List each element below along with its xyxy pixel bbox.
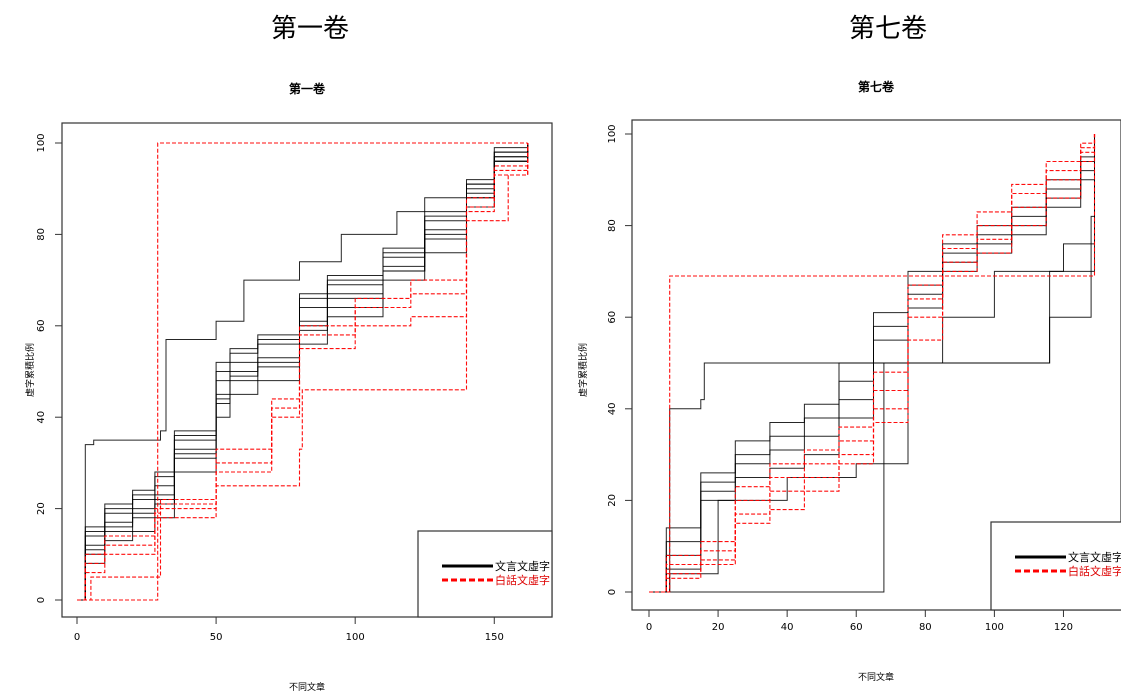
chart2-y-tick-label: 80 xyxy=(607,219,618,232)
chart1-x-axis-label: 不同文章 xyxy=(289,681,325,693)
chart2-x-tick-label: 60 xyxy=(850,622,863,633)
chart1-series-line-7 xyxy=(77,143,529,601)
left-caption: 第一卷 xyxy=(270,14,349,44)
chart2-x-tick-label: 20 xyxy=(712,622,725,633)
chart1-y-tick-label: 100 xyxy=(36,133,47,152)
chart1-y-axis-label: 虛字累積比例 xyxy=(24,343,36,397)
chart2-x-axis-label: 不同文章 xyxy=(858,671,894,683)
chart2-x-tick-label: 80 xyxy=(919,622,932,633)
chart2-y-tick-label: 60 xyxy=(607,311,618,324)
chart2-series-line-6 xyxy=(649,134,1095,593)
chart1-series-line-9 xyxy=(77,142,528,601)
chart2-legend-label: 文言文虛字 xyxy=(1068,550,1121,564)
chart2-x-tick-label: 0 xyxy=(646,622,652,633)
chart1-legend-label: 白話文虛字 xyxy=(495,573,550,587)
chart2-x-tick-label: 100 xyxy=(985,622,1004,633)
chart2-series-line-7 xyxy=(649,134,1095,593)
chart2-y-tick-label: 40 xyxy=(607,402,618,415)
chart2-y-tick-label: 0 xyxy=(607,589,618,595)
chart2-y-tick-label: 20 xyxy=(607,494,618,507)
chart1-series-line-10 xyxy=(77,143,529,601)
chart1-plot-frame xyxy=(61,122,553,618)
chart2-plot-frame xyxy=(631,119,1121,611)
chart1-x-tick-label: 100 xyxy=(346,632,365,643)
chart1-y-tick-label: 40 xyxy=(36,411,47,424)
chart1-x-tick-label: 150 xyxy=(485,632,504,643)
chart1-y-tick-label: 60 xyxy=(36,319,47,332)
chart2-title: 第七卷 xyxy=(858,79,895,94)
chart2-series-line-11 xyxy=(649,134,1096,593)
chart2-x-tick-label: 40 xyxy=(781,622,794,633)
chart1-y-tick-label: 80 xyxy=(36,228,47,241)
chart2-series-line-12 xyxy=(649,134,1096,593)
chart2-series-line-8 xyxy=(649,134,1096,593)
chart1-series-line-13 xyxy=(77,143,529,601)
chart2-legend-label: 白話文虛字 xyxy=(1068,564,1121,578)
chart1-x-tick-label: 50 xyxy=(210,632,223,643)
chart2-legend-box xyxy=(990,521,1121,611)
right-caption: 第七卷 xyxy=(848,14,927,44)
chart1-series-line-2 xyxy=(77,143,529,601)
chart1-x-tick-label: 0 xyxy=(74,632,80,643)
chart2-y-tick-label: 100 xyxy=(607,124,618,143)
chart1-y-tick-label: 20 xyxy=(36,502,47,515)
chart1-legend-label: 文言文虛字 xyxy=(495,559,550,573)
chart2-x-tick-label: 120 xyxy=(1054,622,1073,633)
chart1-legend-box xyxy=(417,530,553,618)
chart1-title: 第一卷 xyxy=(289,81,326,96)
chart2-y-axis-label: 虛字累積比例 xyxy=(577,343,589,397)
chart1-y-tick-label: 0 xyxy=(36,597,47,603)
